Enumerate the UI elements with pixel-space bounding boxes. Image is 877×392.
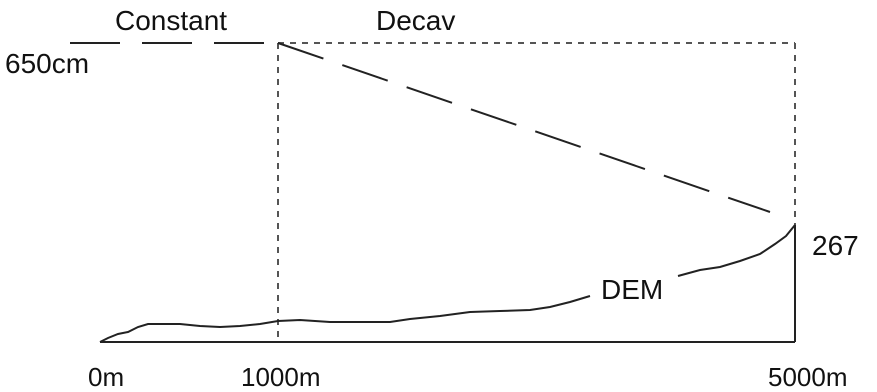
label-top-value: 650cm bbox=[5, 48, 89, 79]
label-constant: Constant bbox=[115, 5, 227, 36]
label-dem: DEM bbox=[601, 274, 663, 305]
label-decay: Decav bbox=[376, 5, 455, 36]
label-end-value: 267 bbox=[812, 230, 859, 261]
decay-segment bbox=[277, 42, 771, 213]
label-x-start: 0m bbox=[88, 362, 124, 392]
dem-profile-curve bbox=[99, 224, 796, 343]
label-x-end: 5000m bbox=[768, 362, 848, 392]
label-x-mid: 1000m bbox=[241, 362, 321, 392]
